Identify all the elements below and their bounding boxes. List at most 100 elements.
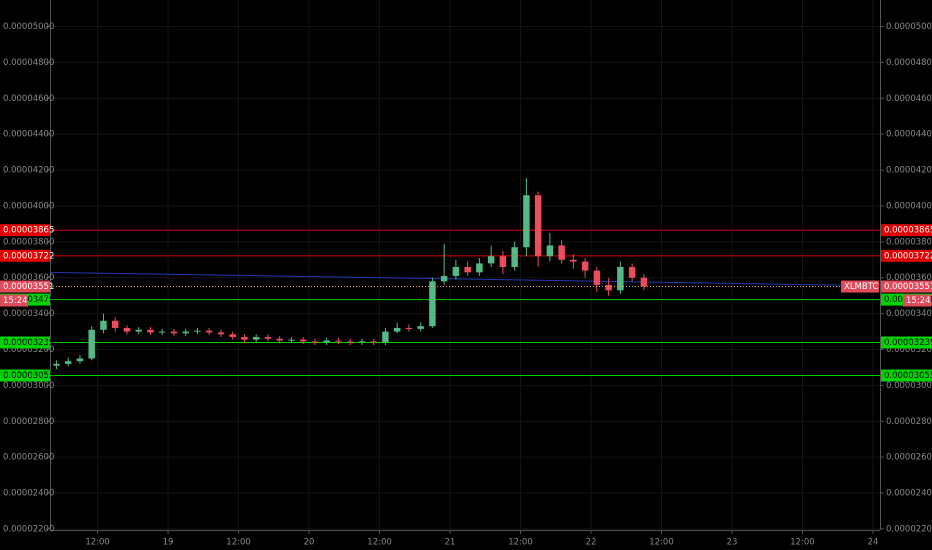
y-tick-label: 0.00003400 xyxy=(886,309,932,319)
candle-body xyxy=(581,261,589,271)
y-tick-label: 0.00002800 xyxy=(3,417,54,427)
candle-body xyxy=(170,331,178,334)
level-tag xyxy=(881,224,932,237)
candle-body xyxy=(217,332,225,335)
y-tick-label: 0.00002400 xyxy=(3,489,54,499)
candle-body xyxy=(628,266,636,278)
candle-body xyxy=(100,320,107,330)
y-tick-label: 0.00004200 xyxy=(886,166,932,176)
candle-body xyxy=(605,284,612,291)
level-label: 0.00003865 xyxy=(884,226,932,236)
y-tick-label: 0.00002600 xyxy=(3,453,54,463)
candle-body xyxy=(252,336,260,340)
candle-body xyxy=(311,341,319,343)
candle-body xyxy=(570,259,577,262)
y-tick-label: 0.00003000 xyxy=(3,381,54,391)
countdown-label: 15:24 xyxy=(3,296,28,306)
candle-body xyxy=(464,266,471,273)
y-tick-label: 0.00004800 xyxy=(886,58,932,68)
candle-body xyxy=(264,336,272,339)
y-tick-label: 0.00002400 xyxy=(886,489,932,499)
x-tick-label: 12:00 xyxy=(226,538,251,548)
countdown-tag xyxy=(0,294,28,307)
last-price-tag xyxy=(0,280,50,293)
y-tick-label: 0.00003800 xyxy=(886,237,932,247)
candle-body xyxy=(88,329,95,359)
candle-body xyxy=(147,329,154,333)
level-label: 0.00003865 xyxy=(3,226,54,236)
countdown-tag xyxy=(903,294,931,307)
y-tick-label: 0.00003000 xyxy=(886,381,932,391)
candle-body xyxy=(523,195,530,248)
candle-body xyxy=(288,339,295,341)
candle-body xyxy=(382,331,389,343)
x-tick-label: 20 xyxy=(304,538,315,548)
candle-body xyxy=(393,327,401,332)
candle-body xyxy=(476,263,483,273)
y-tick-label: 0.00004000 xyxy=(3,201,54,211)
x-tick-label: 12:00 xyxy=(367,538,392,548)
candle-body xyxy=(229,334,236,337)
level-tag xyxy=(881,369,932,382)
candle-body xyxy=(417,326,424,329)
last-price-tag xyxy=(881,280,932,293)
y-tick-label: 0.00004800 xyxy=(3,58,54,68)
y-tick-label: 0.00003200 xyxy=(3,345,54,355)
candle-body xyxy=(429,281,436,327)
level-tag xyxy=(0,249,50,262)
candle-body xyxy=(511,247,518,267)
level-tag xyxy=(0,336,50,349)
last-price-label: 0.00003551 xyxy=(3,282,54,292)
level-label: 0.00003239 xyxy=(3,338,54,348)
x-tick-label: 19 xyxy=(163,538,174,548)
candle-body xyxy=(534,195,542,257)
level-tag xyxy=(0,369,50,382)
y-tick-label: 0.00003600 xyxy=(3,273,54,283)
y-tick-label: 0.00003400 xyxy=(3,309,54,319)
candle-body xyxy=(53,363,60,366)
symbol-tag xyxy=(841,280,879,293)
candle-body xyxy=(194,330,201,332)
candle-body xyxy=(64,361,72,364)
candle-body xyxy=(593,270,601,285)
y-tick-label: 0.00005000 xyxy=(886,22,932,32)
candle-body xyxy=(123,327,131,332)
y-tick-label: 0.00003600 xyxy=(886,273,932,283)
candle-body xyxy=(335,340,342,342)
x-tick-label: 12:00 xyxy=(649,538,674,548)
x-tick-label: 12:00 xyxy=(508,538,533,548)
moving-average xyxy=(49,271,881,287)
y-tick-label: 0.00002800 xyxy=(886,417,932,427)
y-tick-label: 0.00004000 xyxy=(886,201,932,211)
level-label: 0.00003055 xyxy=(884,371,932,381)
candle-body xyxy=(440,275,448,282)
candle-body xyxy=(370,341,377,343)
candle-body xyxy=(135,329,142,332)
level-label: 0.00003722 xyxy=(884,251,932,261)
candle-body xyxy=(205,330,213,333)
candle-body xyxy=(558,245,565,260)
candle-body xyxy=(640,277,648,287)
symbol-label: XLMBTC xyxy=(844,282,878,292)
x-tick-label: 12:00 xyxy=(790,538,815,548)
candle-body xyxy=(158,331,166,333)
y-tick-label: 0.00004600 xyxy=(886,94,932,104)
countdown-label: 15:24 xyxy=(906,296,931,306)
level-label: 0.00003722 xyxy=(3,251,54,261)
level-label: 0.00003478 xyxy=(3,295,54,305)
level-tag xyxy=(881,249,932,262)
y-tick-label: 0.00004400 xyxy=(3,130,54,140)
y-tick-label: 0.00002600 xyxy=(886,453,932,463)
candle-body xyxy=(111,320,119,328)
y-tick-label: 0.00003200 xyxy=(886,345,932,355)
candle-body xyxy=(617,266,624,291)
y-tick-label: 0.00003800 xyxy=(3,237,54,247)
x-tick-label: 23 xyxy=(727,538,738,548)
x-tick-label: 24 xyxy=(868,538,879,548)
y-tick-label: 0.00002200 xyxy=(886,524,932,534)
y-tick-label: 0.00004600 xyxy=(3,94,54,104)
last-price-label: 0.00003551 xyxy=(884,282,932,292)
